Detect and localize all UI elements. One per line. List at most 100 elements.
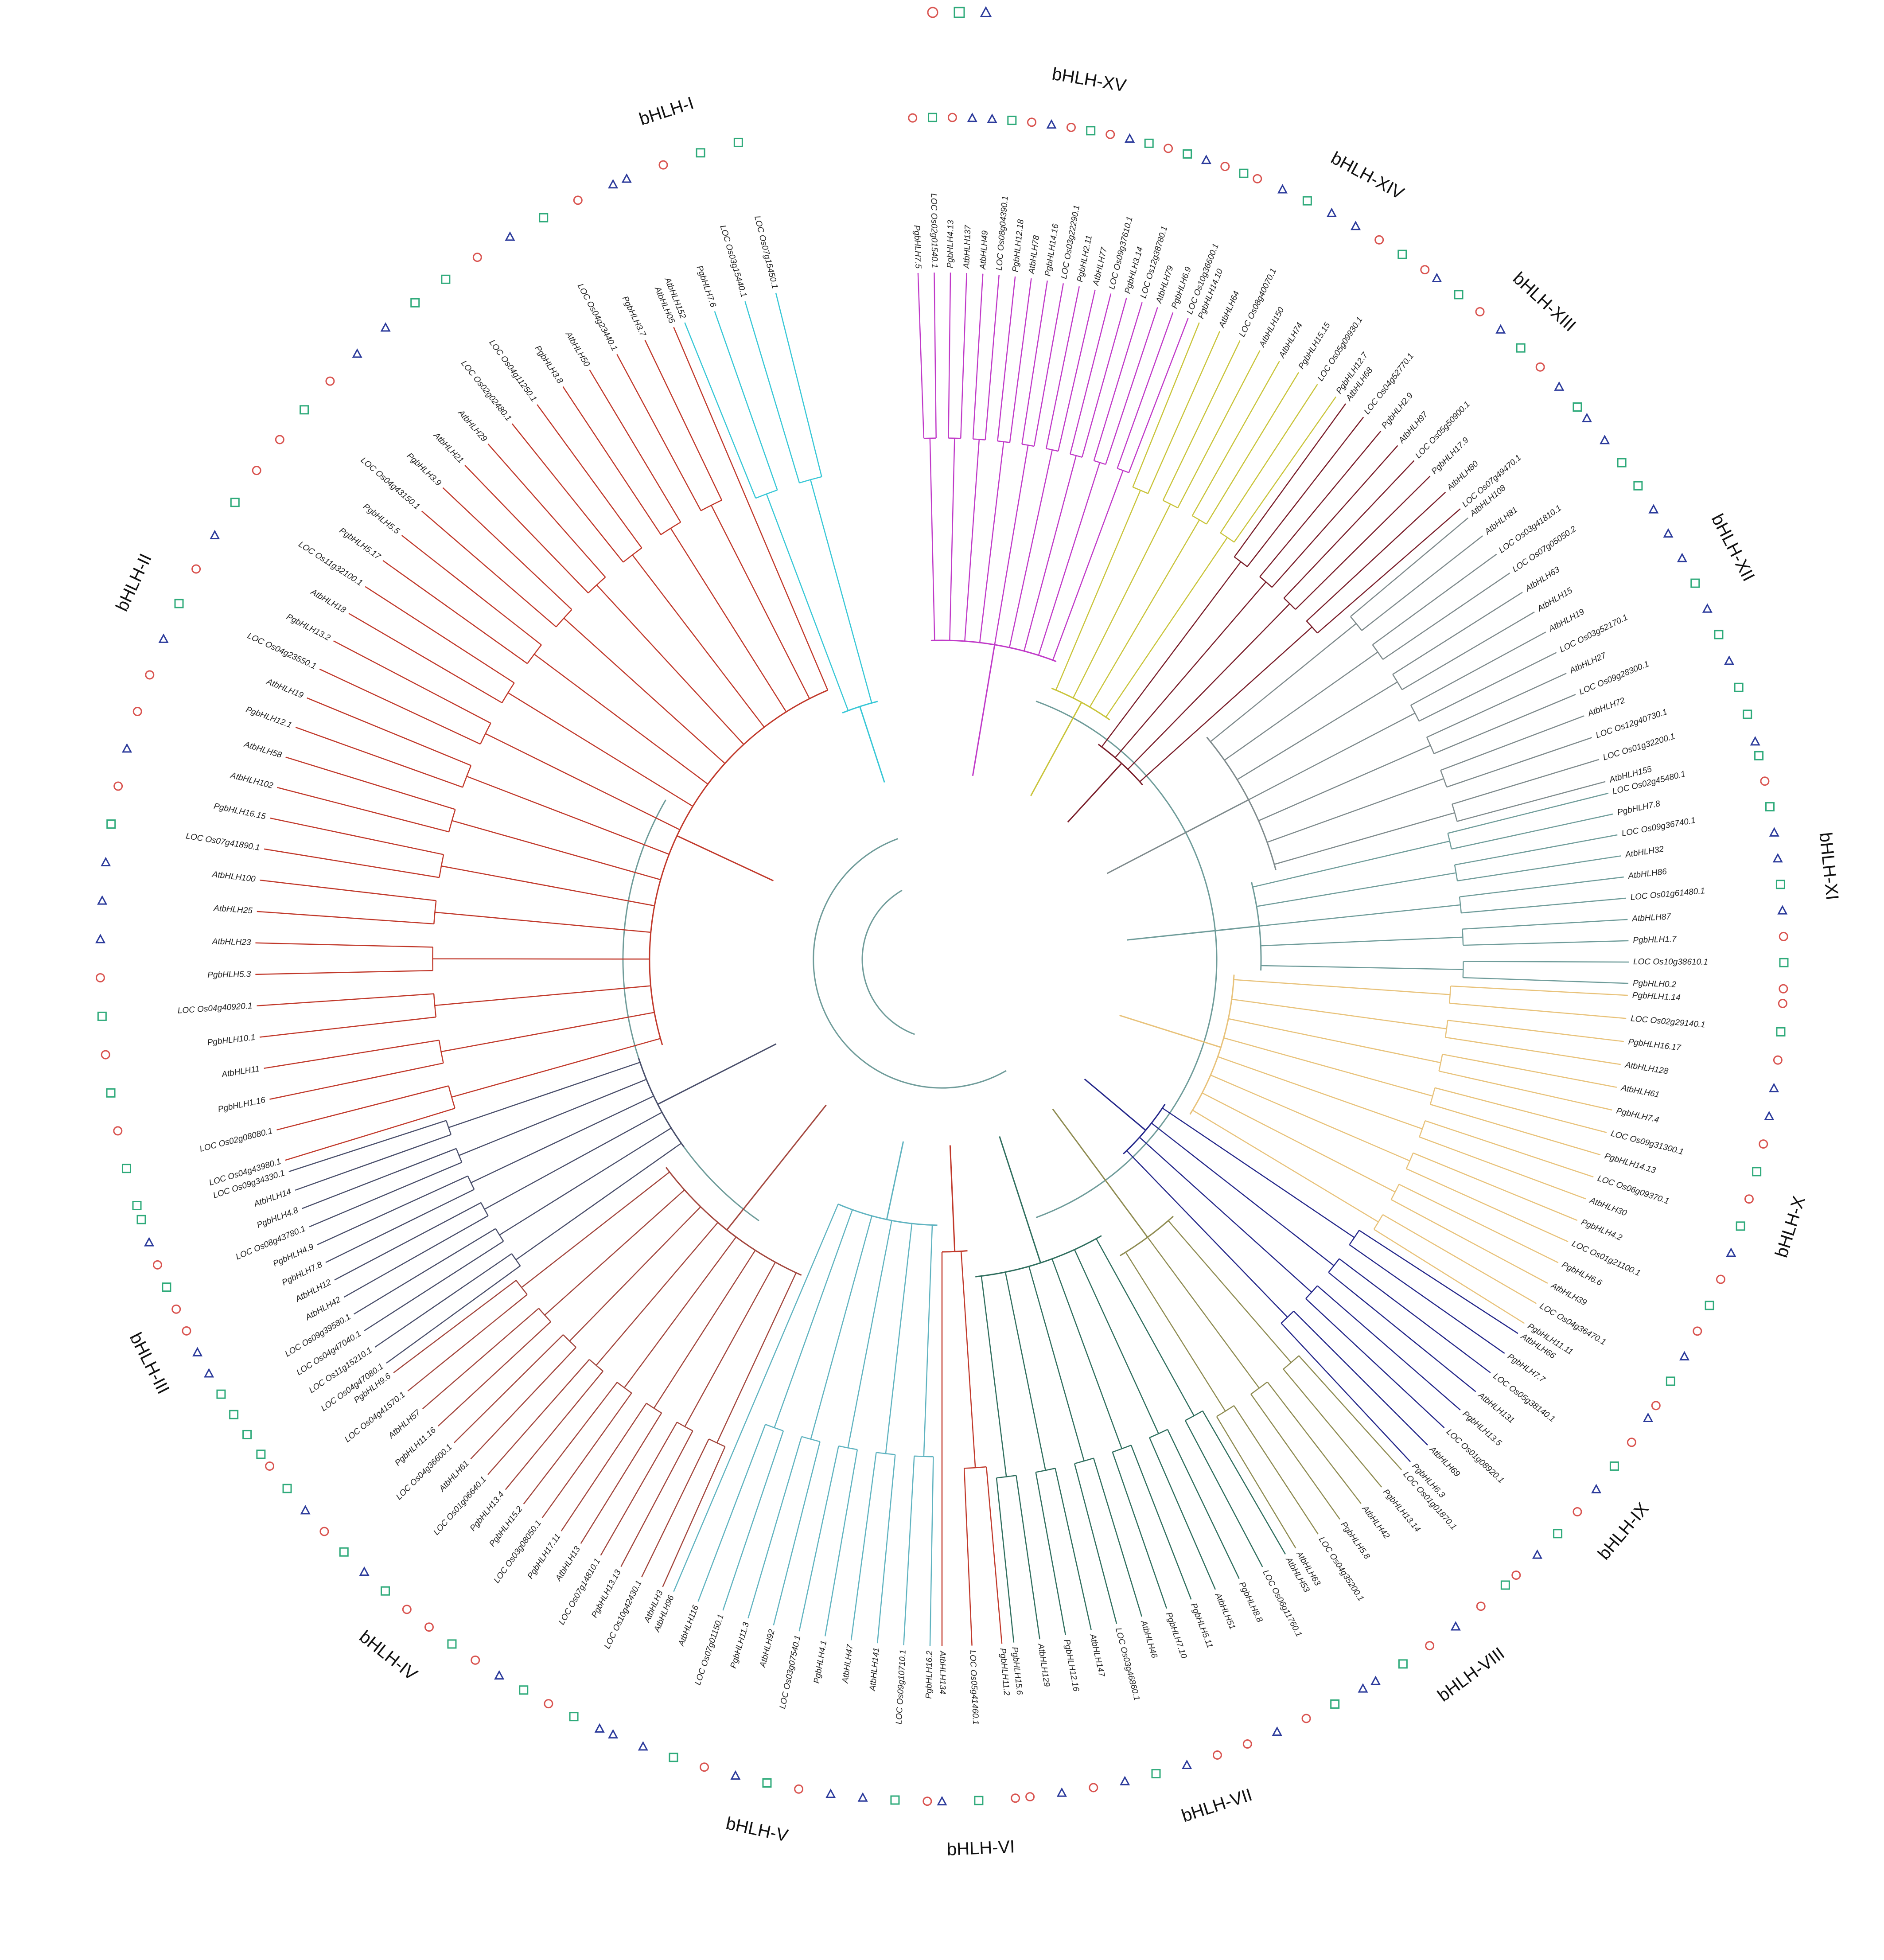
clade-stem: [1052, 1108, 1148, 1238]
subclade-stem: [774, 1209, 853, 1428]
leaf-branch: [1372, 553, 1497, 645]
subclade-stem: [923, 1225, 933, 1457]
leaf-label: LOC Os05g50900.1: [1413, 400, 1471, 460]
subclade-stem: [1004, 1272, 1046, 1471]
leaf-label: PgbHLH1.7: [1633, 935, 1677, 945]
leaf-branch: [1359, 1230, 1518, 1334]
leaf-marker-circle-icon: [1027, 117, 1036, 127]
subclade-stem: [596, 1222, 719, 1366]
leaf-branch: [1162, 340, 1241, 501]
leaf-marker-triangle-icon: [825, 1789, 836, 1798]
subclade-arc: [1281, 1310, 1294, 1324]
leaf-marker-circle-icon: [319, 1527, 329, 1536]
leaf-branch: [1117, 312, 1174, 469]
leaf-marker-triangle-icon: [1581, 413, 1592, 422]
leaf-label: PgbHLH7.5: [912, 225, 923, 269]
leaf-branch: [1439, 1070, 1612, 1111]
leaf-marker-triangle-icon: [730, 1770, 741, 1780]
leaf-branch: [1426, 673, 1567, 738]
subclade-stem: [1072, 503, 1171, 698]
leaf-label: PgbHLH11.3: [729, 1621, 751, 1669]
leaf-label: AtbHLH21: [431, 430, 465, 465]
leaf-marker-triangle-icon: [1677, 553, 1687, 562]
leaf-marker-circle-icon: [658, 160, 668, 170]
clade-stem: [1067, 763, 1122, 823]
leaf-marker-triangle-icon: [1201, 154, 1211, 164]
leaf-branch: [1093, 1458, 1143, 1617]
leaf-marker-triangle-icon: [1120, 1776, 1130, 1785]
leaf-branch: [1457, 781, 1606, 822]
leaf-marker-triangle-icon: [1643, 1412, 1653, 1422]
leaf-branch: [302, 1148, 457, 1209]
leaf-branch: [1130, 1445, 1192, 1600]
leaf-label: PgbHLH13.13: [590, 1568, 623, 1620]
leaf-branch: [662, 1446, 726, 1587]
clade-stem: [1106, 799, 1249, 874]
leaf-branch: [673, 1417, 748, 1592]
leaf-marker-circle-icon: [252, 466, 261, 475]
leaf-branch: [295, 727, 463, 788]
leaf-markers: [95, 113, 1789, 1806]
leaf-label: PgbHLH3.9: [405, 451, 443, 488]
group-label: bHLH-IX: [1594, 1499, 1653, 1564]
leaf-marker-square-icon: [97, 1011, 107, 1021]
leaf-marker-square-icon: [1330, 1699, 1340, 1709]
leaf-marker-triangle-icon: [1591, 1484, 1602, 1493]
subclade-stem: [515, 1142, 682, 1260]
subclade-arc: [589, 1359, 603, 1372]
leaf-branch: [364, 1241, 504, 1332]
leaf-marker-triangle-icon: [1370, 1676, 1381, 1685]
leaf-branch: [255, 942, 433, 948]
subclade-arc: [1234, 556, 1248, 567]
leaf-marker-square-icon: [1183, 149, 1192, 159]
leaf-branch: [541, 1392, 632, 1519]
tree-backbone: [622, 700, 1218, 1222]
subclade-stem: [1147, 1237, 1260, 1389]
leaf-branch: [386, 1265, 521, 1364]
leaf-branch: [1293, 1310, 1428, 1446]
subclade-arc: [997, 440, 1010, 443]
leaf-label: LOC Os07g01150.1: [693, 1613, 726, 1687]
leaf-marker-triangle-icon: [1648, 504, 1659, 514]
leaf-branch: [285, 756, 455, 810]
group-label: bHLH-VII: [1179, 1785, 1254, 1826]
leaf-marker-square-icon: [762, 1778, 772, 1788]
subclade-arc: [1306, 620, 1318, 634]
leaf-marker-square-icon: [106, 819, 116, 829]
leaf-branch: [333, 640, 491, 724]
subclade-arc: [511, 1253, 521, 1266]
leaf-marker-circle-icon: [171, 1304, 181, 1314]
leaf-marker-circle-icon: [1476, 1602, 1486, 1611]
leaf-branch: [714, 311, 778, 491]
leaf-marker-circle-icon: [1779, 984, 1788, 994]
leaf-branch: [929, 1457, 934, 1646]
group-label: bHLH-XV: [1051, 64, 1128, 96]
subclade-stem: [1009, 449, 1053, 648]
leaf-branch: [903, 1456, 915, 1645]
leaf-branch: [1430, 1103, 1601, 1156]
leaf-marker-triangle-icon: [1046, 119, 1057, 129]
leaf-branch: [1021, 281, 1048, 444]
leaf-branch: [1454, 834, 1618, 865]
subclade-arc: [1074, 1457, 1094, 1465]
leaf-marker-circle-icon: [1760, 776, 1770, 786]
group-label: bHLH-II: [112, 551, 156, 614]
leaf-label: LOC Os09g10710.1: [894, 1649, 907, 1725]
leaf-marker-triangle-icon: [95, 934, 106, 943]
leaf-branch: [616, 354, 702, 511]
clade-stem: [859, 706, 885, 783]
leaf-branch: [644, 339, 722, 501]
leaf-marker-circle-icon: [1716, 1274, 1725, 1284]
leaf-label: PgbHLH5.8: [1339, 1520, 1372, 1561]
leaf-marker-triangle-icon: [1702, 603, 1713, 613]
left-arc: [622, 799, 759, 1222]
subclade-stem: [1051, 1259, 1123, 1449]
leaf-branch: [288, 1120, 447, 1173]
subclade-arc: [914, 1455, 934, 1457]
leaf-branch: [1350, 517, 1469, 617]
leaf-marker-square-icon: [339, 1547, 349, 1557]
leaf-branch: [269, 817, 444, 855]
leaf-branch: [295, 1134, 452, 1191]
leaf-marker-triangle-icon: [1554, 381, 1565, 391]
leaf-label: PgbHLH14.16: [1043, 223, 1060, 277]
